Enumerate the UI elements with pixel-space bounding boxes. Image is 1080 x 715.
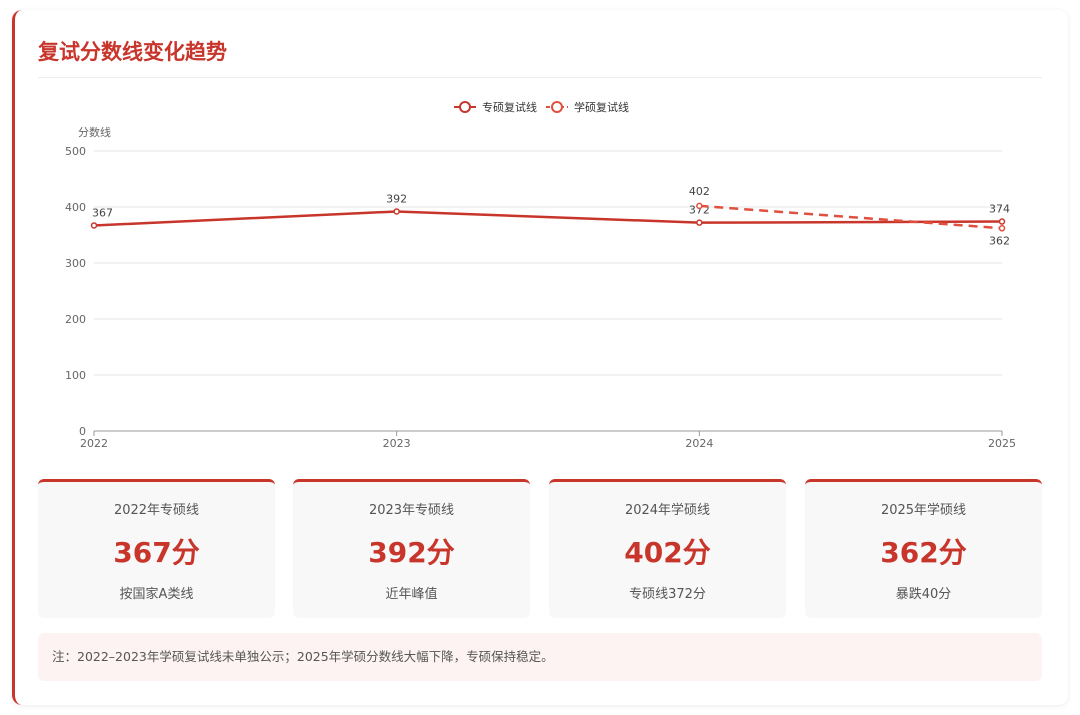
- stat-label: 2023年专硕线: [368, 503, 455, 518]
- legend-marker: [459, 101, 471, 113]
- x-tick-label: 2025: [988, 437, 1016, 450]
- stat-label: 2025年学硕线: [880, 503, 967, 518]
- stat-sub: 近年峰值: [385, 587, 438, 602]
- stat-label: 2022年专硕线: [113, 503, 200, 518]
- legend-label: 专硕复试线: [482, 100, 537, 114]
- x-tick-label: 2022: [80, 437, 108, 450]
- data-point: [998, 218, 1006, 225]
- line-chart: 0 100 200 300 400 500 分数线 2022 2023 2024 2025 专硕复试线…: [65, 100, 1016, 450]
- legend-marker: [551, 101, 563, 113]
- footnote: 注：2022–2023年学硕复试线未单独公示；2025年学硕分数线大幅下降，专硕…: [38, 633, 1042, 681]
- stat-card: 2022年专硕线 367分 按国家A类线: [38, 479, 275, 618]
- stat-value: 402分: [624, 536, 711, 569]
- y-tick-label: 200: [65, 313, 86, 326]
- stat-card: 2023年专硕线 392分 近年峰值: [293, 479, 530, 618]
- divider: [38, 77, 1042, 78]
- stat-sub: 暴跌40分: [895, 587, 952, 602]
- y-axis-label: 分数线: [78, 125, 111, 139]
- data-point: [998, 225, 1006, 232]
- data-point: [696, 219, 703, 226]
- x-tick-label: 2023: [383, 437, 411, 450]
- stat-sub: 专硕线372分: [629, 587, 706, 602]
- y-tick-label: 500: [65, 145, 86, 158]
- stat-card: 2024年学硕线 402分 专硕线372分: [549, 479, 786, 618]
- x-tick-label: 2024: [685, 437, 713, 450]
- data-label: 367: [92, 206, 113, 219]
- stat-value: 367分: [113, 536, 200, 569]
- y-tick-label: 400: [65, 201, 86, 214]
- y-tick-label: 100: [65, 369, 86, 382]
- y-tick-label: 300: [65, 257, 86, 270]
- y-tick-label: 0: [79, 425, 86, 438]
- series-line: [699, 204, 1003, 230]
- data-point: [90, 222, 98, 229]
- stat-value: 392分: [368, 536, 455, 569]
- stat-value: 362分: [880, 536, 967, 569]
- page-title: 复试分数线变化趋势: [38, 40, 227, 64]
- stat-card: 2025年学硕线 362分 暴跌40分: [805, 479, 1042, 618]
- stat-sub: 按国家A类线: [119, 587, 194, 602]
- stat-label: 2024年学硕线: [624, 503, 711, 518]
- data-label: 402: [689, 185, 710, 198]
- data-label: 362: [989, 234, 1010, 247]
- data-point: [696, 202, 703, 210]
- series-line: [93, 210, 1003, 227]
- data-point: [393, 208, 400, 215]
- legend-label: 学硕复试线: [574, 100, 629, 114]
- data-label: 392: [386, 192, 407, 205]
- data-label: 374: [989, 203, 1010, 216]
